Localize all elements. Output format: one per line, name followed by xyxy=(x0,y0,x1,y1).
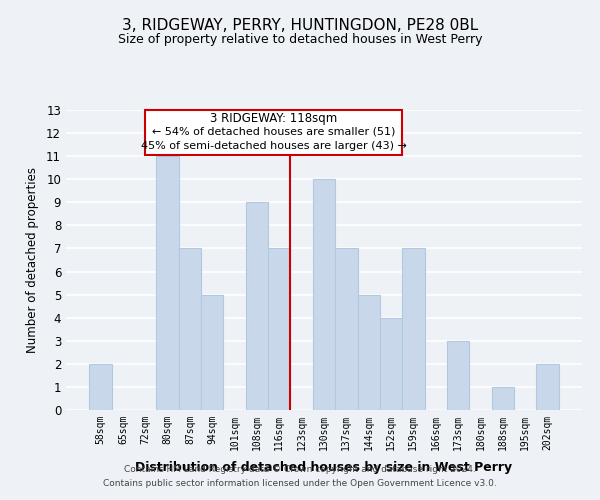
X-axis label: Distribution of detached houses by size in West Perry: Distribution of detached houses by size … xyxy=(136,461,512,474)
Bar xyxy=(335,248,358,410)
Bar xyxy=(201,294,223,410)
Bar xyxy=(402,248,425,410)
Bar xyxy=(491,387,514,410)
Bar xyxy=(536,364,559,410)
Bar xyxy=(89,364,112,410)
Bar xyxy=(447,341,469,410)
Bar xyxy=(358,294,380,410)
Bar xyxy=(268,248,290,410)
Text: 3, RIDGEWAY, PERRY, HUNTINGDON, PE28 0BL: 3, RIDGEWAY, PERRY, HUNTINGDON, PE28 0BL xyxy=(122,18,478,32)
FancyBboxPatch shape xyxy=(145,110,402,155)
Text: 45% of semi-detached houses are larger (43) →: 45% of semi-detached houses are larger (… xyxy=(141,141,407,151)
Text: 3 RIDGEWAY: 118sqm: 3 RIDGEWAY: 118sqm xyxy=(210,112,337,126)
Bar xyxy=(179,248,201,410)
Bar xyxy=(380,318,402,410)
Text: Contains HM Land Registry data © Crown copyright and database right 2024.
Contai: Contains HM Land Registry data © Crown c… xyxy=(103,466,497,487)
Bar xyxy=(246,202,268,410)
Bar xyxy=(157,156,179,410)
Y-axis label: Number of detached properties: Number of detached properties xyxy=(26,167,39,353)
Bar xyxy=(313,179,335,410)
Text: Size of property relative to detached houses in West Perry: Size of property relative to detached ho… xyxy=(118,32,482,46)
Text: ← 54% of detached houses are smaller (51): ← 54% of detached houses are smaller (51… xyxy=(152,127,395,137)
